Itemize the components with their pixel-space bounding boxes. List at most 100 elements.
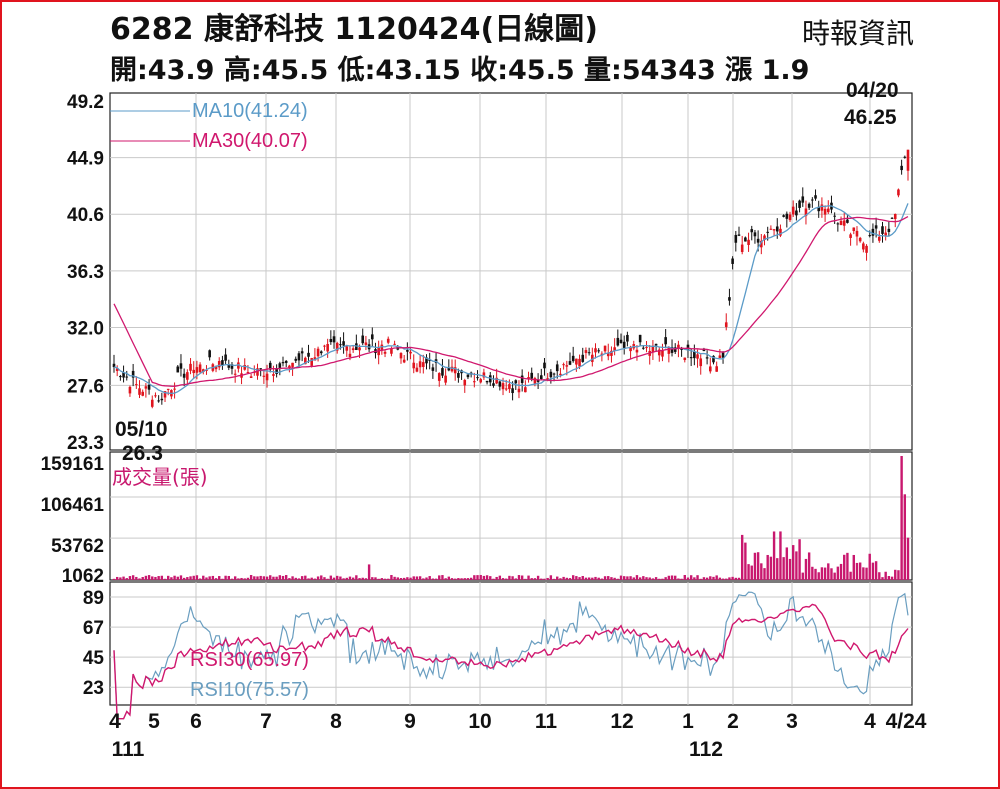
candle-body bbox=[565, 365, 569, 367]
volume-bar bbox=[705, 577, 709, 580]
candle-body bbox=[122, 372, 125, 378]
volume-bar bbox=[772, 531, 776, 580]
volume-bar bbox=[141, 577, 144, 580]
candle-body bbox=[186, 372, 189, 380]
candle-body bbox=[517, 388, 521, 393]
low-date-label: 05/10 bbox=[115, 418, 168, 441]
volume-bar bbox=[332, 577, 336, 580]
volume-bar bbox=[291, 576, 294, 580]
volume-bar bbox=[865, 567, 868, 580]
volume-bar bbox=[505, 578, 508, 580]
volume-bar bbox=[788, 558, 792, 580]
candle-body bbox=[651, 345, 655, 353]
volume-bar bbox=[294, 577, 297, 580]
volume-bar bbox=[807, 552, 811, 580]
candle-body bbox=[447, 367, 451, 371]
candle-body bbox=[782, 215, 785, 217]
candle-body bbox=[791, 206, 795, 215]
volume-bar bbox=[740, 534, 744, 580]
candle-body bbox=[383, 351, 387, 354]
volume-bar bbox=[358, 578, 361, 580]
rsi-tick-label: 45 bbox=[83, 648, 105, 669]
volume-bar bbox=[709, 576, 712, 580]
volume-bar bbox=[138, 578, 141, 580]
volume-bar bbox=[651, 578, 655, 580]
candle-body bbox=[358, 347, 361, 351]
candle-body bbox=[364, 342, 368, 345]
year-label: 111 bbox=[112, 738, 145, 761]
candle-body bbox=[195, 367, 199, 373]
candle-body bbox=[798, 200, 801, 208]
candle-body bbox=[737, 234, 741, 236]
y-tick-label: 23.3 bbox=[67, 433, 104, 454]
candle-body bbox=[131, 370, 135, 378]
candle-body bbox=[619, 339, 623, 344]
volume-bar bbox=[900, 456, 903, 580]
x-tick-label: 6 bbox=[190, 710, 202, 733]
volume-bar bbox=[262, 576, 266, 580]
volume-bar bbox=[689, 575, 693, 580]
candle-body bbox=[135, 384, 138, 386]
volume-bar bbox=[176, 576, 179, 580]
candle-body bbox=[319, 351, 323, 354]
candle-body bbox=[351, 348, 355, 351]
volume-bar bbox=[565, 577, 569, 580]
volume-bar bbox=[670, 575, 674, 580]
volume-bar bbox=[718, 577, 722, 580]
volume-bar bbox=[674, 575, 677, 580]
candle-body bbox=[893, 213, 897, 219]
candle-body bbox=[268, 362, 272, 370]
candle-body bbox=[115, 368, 119, 372]
volume-bar bbox=[377, 578, 380, 580]
candle-body bbox=[833, 215, 836, 217]
volume-bar bbox=[667, 575, 671, 580]
volume-bar bbox=[747, 564, 750, 580]
candle-body bbox=[578, 358, 581, 367]
candle-body bbox=[801, 196, 805, 203]
volume-bar bbox=[482, 575, 486, 580]
volume-bar bbox=[469, 577, 473, 580]
candle-body bbox=[715, 366, 718, 372]
volume-bar bbox=[906, 537, 910, 580]
volume-bar bbox=[871, 562, 875, 580]
volume-bar bbox=[683, 574, 686, 580]
high-date-label: 04/20 bbox=[846, 79, 899, 102]
volume-bar bbox=[894, 569, 897, 580]
volume-bar bbox=[304, 575, 307, 580]
y-tick-label: 44.9 bbox=[67, 149, 104, 170]
volume-bar bbox=[179, 575, 183, 580]
volume-bar bbox=[479, 574, 482, 580]
candle-body bbox=[179, 363, 183, 369]
rsi30-legend: RSI30(65.97) bbox=[190, 649, 309, 671]
volume-bar bbox=[230, 578, 234, 580]
volume-bar bbox=[313, 578, 317, 580]
candle-body bbox=[543, 362, 546, 369]
candle-body bbox=[520, 375, 524, 383]
candle-body bbox=[536, 379, 540, 382]
candle-body bbox=[138, 388, 141, 395]
candle-body bbox=[361, 335, 365, 344]
rsi-tick-label: 23 bbox=[83, 678, 104, 699]
candle-body bbox=[473, 381, 476, 383]
candle-body bbox=[323, 345, 326, 347]
candle-body bbox=[817, 206, 821, 212]
x-tick-label: 11 bbox=[535, 710, 558, 733]
candle-body bbox=[597, 350, 600, 352]
volume-bar bbox=[214, 578, 218, 580]
volume-bar bbox=[233, 576, 237, 580]
candle-body bbox=[479, 379, 483, 383]
candle-body bbox=[842, 220, 846, 226]
volume-bar bbox=[198, 578, 202, 580]
volume-legend: 成交量(張) bbox=[112, 465, 208, 489]
candle-body bbox=[335, 342, 339, 351]
candle-body bbox=[431, 367, 435, 371]
volume-bar bbox=[607, 576, 610, 580]
candle-body bbox=[281, 362, 285, 364]
volume-bar bbox=[881, 577, 884, 580]
x-tick-label: 10 bbox=[468, 710, 491, 733]
volume-bar bbox=[591, 577, 594, 580]
candle-body bbox=[718, 355, 722, 358]
candle-body bbox=[788, 214, 792, 221]
volume-bar bbox=[189, 576, 192, 580]
candle-body bbox=[488, 375, 492, 383]
